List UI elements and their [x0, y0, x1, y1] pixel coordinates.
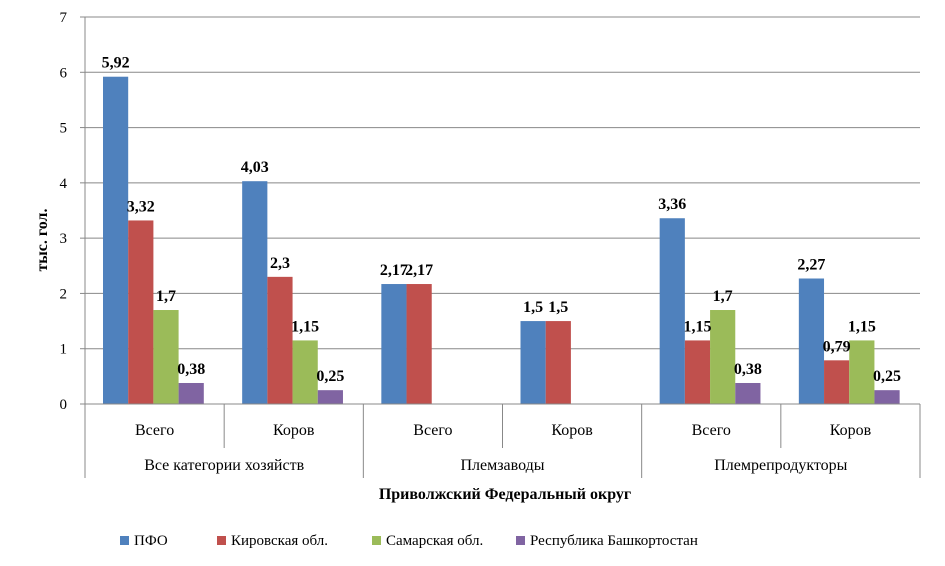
data-label: 1,5: [523, 299, 543, 316]
y-tick-label: 6: [60, 65, 68, 81]
data-labels: 5,92 4,03 2,17 1,5 3,36 2,27 3,32 2,3 2,17 1,5 1,1…: [102, 55, 901, 385]
data-label: 0,38: [734, 361, 762, 378]
data-label: 2,27: [797, 257, 825, 274]
bars: [103, 76, 900, 405]
legend-label: ПФО: [134, 533, 168, 549]
legend-label: Самарская обл.: [386, 533, 483, 549]
bar: [381, 284, 407, 404]
y-axis-label: тыс. гол.: [34, 208, 51, 271]
bar: [520, 321, 546, 404]
bar: [659, 218, 685, 404]
bar: [849, 340, 875, 404]
y-tick-label: 5: [60, 121, 68, 137]
data-label: 1,15: [683, 318, 711, 335]
x-category-label: Всего: [692, 422, 731, 439]
x-category-label: Коров: [551, 422, 593, 439]
legend-label: Республика Башкортостан: [530, 533, 698, 549]
bar: [242, 181, 268, 404]
data-label: 1,15: [848, 318, 876, 335]
data-label: 0,38: [177, 361, 205, 378]
bar: [406, 284, 432, 404]
bar: [267, 276, 293, 404]
bar: [735, 382, 761, 404]
data-label: 2,17: [405, 262, 433, 279]
data-label: 3,32: [127, 198, 155, 215]
data-label: 2,3: [270, 255, 290, 272]
data-label: 2,17: [380, 262, 408, 279]
legend-label: Кировская обл.: [231, 533, 328, 549]
bar: [710, 310, 736, 404]
data-label: 1,5: [548, 299, 568, 316]
data-label: 3,36: [658, 196, 686, 213]
legend-swatch: [217, 536, 226, 545]
legend: ПФО Кировская обл. Самарская обл. Республик…: [120, 533, 698, 549]
y-axis-ticks: 0 1 2 3 4 5 6 7: [60, 10, 85, 413]
y-tick-label: 7: [60, 10, 68, 26]
bar: [153, 310, 179, 404]
bar: [545, 321, 571, 404]
bar: [317, 390, 343, 404]
x-category-label: Коров: [830, 422, 872, 439]
data-label: 0,25: [316, 368, 344, 385]
bar: [103, 76, 129, 405]
legend-swatch: [516, 536, 525, 545]
data-label: 1,7: [156, 288, 176, 305]
x-category-label: Всего: [135, 422, 174, 439]
x-category-label: Коров: [273, 422, 315, 439]
legend-swatch: [120, 536, 129, 545]
x-axis-categories: Всего Коров Все категории хозяйств Всего Кор…: [84, 404, 921, 478]
bar: [874, 390, 900, 404]
y-tick-label: 1: [60, 342, 68, 358]
data-label: 0,79: [823, 338, 851, 355]
x-category-label: Всего: [413, 422, 452, 439]
bar: [798, 278, 825, 404]
x-group-label: Племзаводы: [460, 457, 544, 474]
x-group-label: Все категории хозяйств: [144, 457, 304, 474]
legend-swatch: [372, 536, 381, 545]
data-label: 5,92: [102, 55, 130, 72]
data-label: 1,15: [291, 318, 319, 335]
bar: [684, 340, 711, 404]
gridlines: [85, 16, 920, 350]
bar: [824, 360, 850, 404]
x-axis-title: Приволжский Федеральный округ: [379, 486, 631, 503]
bar: [178, 382, 204, 404]
bar: [128, 220, 154, 404]
data-label: 0,25: [873, 368, 901, 385]
bar: [292, 340, 318, 404]
y-tick-label: 4: [60, 176, 68, 192]
data-label: 4,03: [241, 159, 269, 176]
data-label: 1,7: [713, 288, 733, 305]
y-tick-label: 0: [60, 397, 68, 413]
x-group-label: Племрепродукторы: [714, 457, 847, 474]
y-tick-label: 2: [60, 286, 68, 302]
axes: [84, 17, 920, 405]
y-tick-label: 3: [60, 231, 68, 247]
